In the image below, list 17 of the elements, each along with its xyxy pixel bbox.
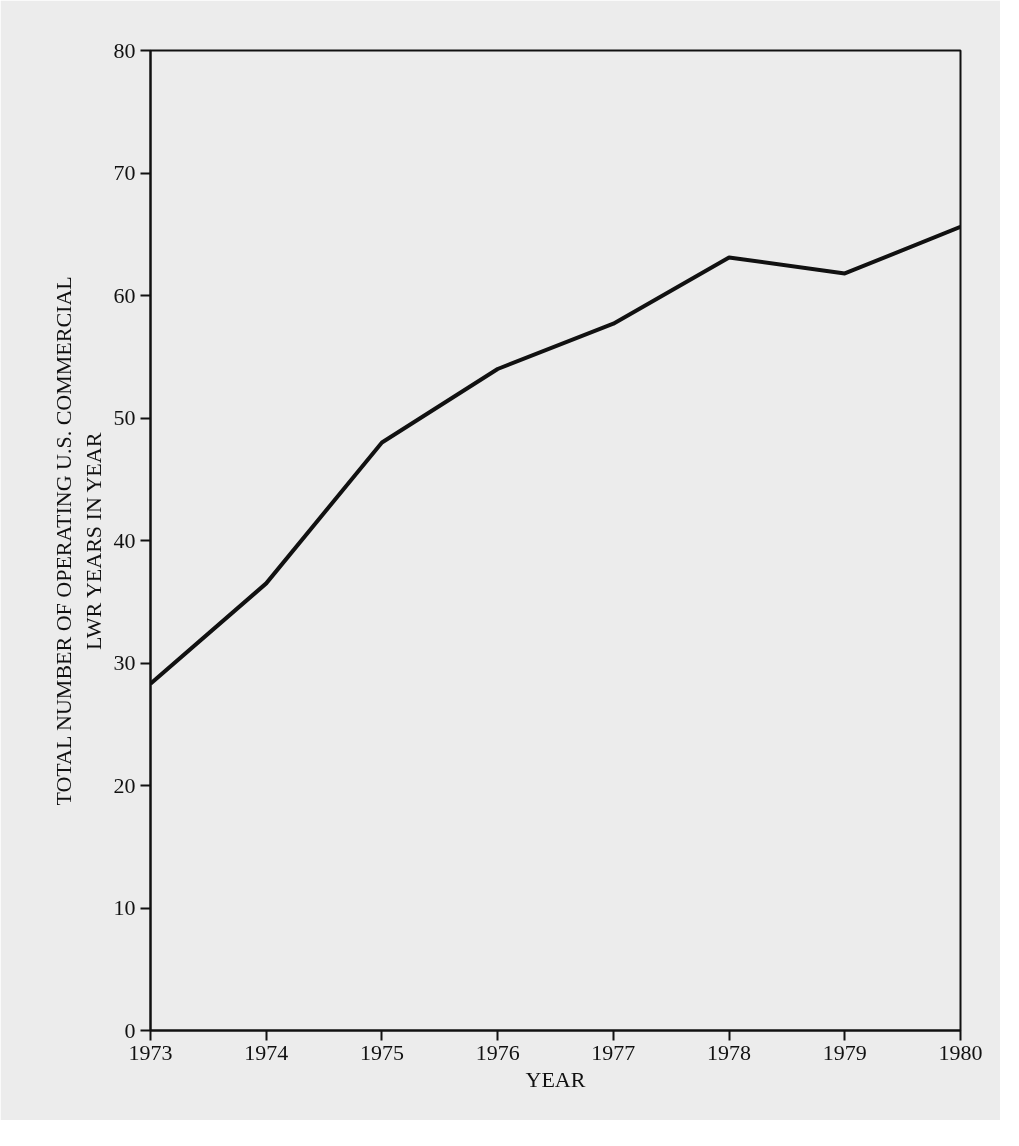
y-tick-label: 80 xyxy=(113,37,136,63)
y-tick-label: 20 xyxy=(113,772,136,798)
x-tick-label: 1980 xyxy=(938,1039,983,1065)
y-tick-label: 70 xyxy=(113,160,136,185)
y-tick-label: 60 xyxy=(113,282,136,308)
y-axis-title: TOTAL NUMBER OF OPERATING U.S. COMMERCIAL LWR YEARS IN YEAR xyxy=(50,276,106,806)
y-tick-label: 40 xyxy=(113,527,136,553)
y-tick-label: 50 xyxy=(113,405,136,430)
x-tick-label: 1978 xyxy=(707,1039,752,1065)
y-tick-label: 30 xyxy=(113,650,136,675)
x-tick-label: 1974 xyxy=(244,1039,289,1065)
x-tick-label: 1979 xyxy=(822,1039,867,1065)
x-axis-title: YEAR xyxy=(525,1066,586,1092)
y-tick-label: 10 xyxy=(113,895,136,920)
x-tick-label: 1977 xyxy=(591,1039,636,1065)
x-tick-label: 1975 xyxy=(359,1039,404,1065)
x-tick-label: 1976 xyxy=(475,1039,520,1065)
